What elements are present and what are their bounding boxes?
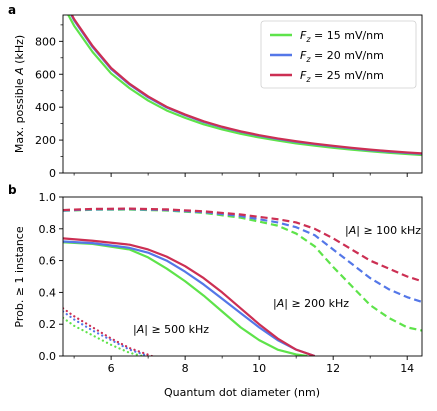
annotation-200khz: |A| ≥ 200 kHz — [273, 297, 349, 310]
b-y-tick-label: 0.6 — [39, 255, 57, 268]
annotation-500khz: |A| ≥ 500 kHz — [133, 323, 209, 336]
legend-label-20: Fz = 20 mV/nm — [300, 49, 384, 64]
b-series-line-500khz-15 — [63, 316, 144, 356]
a-x-ticks — [73, 173, 408, 177]
a-y-tick-label: 600 — [35, 68, 56, 81]
a-series-line-25 — [70, 15, 422, 155]
legend-label-15: Fz = 15 mV/nm — [300, 29, 384, 44]
a-series-line-15 — [67, 15, 422, 157]
b-y-tick-label: 0.4 — [39, 286, 57, 299]
b-plot-frame — [62, 196, 423, 357]
b-x-tick-label: 12 — [326, 362, 340, 375]
b-series-line-200khz-25 — [63, 237, 316, 356]
a-data-lines — [67, 15, 422, 157]
b-series-line-200khz-15 — [63, 241, 308, 356]
a-y-tick-label: 200 — [35, 134, 56, 147]
panel-b: b 6 8 10 12 14 0.0 0.2 0.4 0.6 0.8 1.0 Prob. ≥ 1 … — [8, 183, 423, 399]
b-series-line-100khz-20 — [63, 207, 422, 303]
b-y-tick-label: 0.0 — [39, 350, 57, 363]
b-series-line-500khz-25 — [63, 307, 153, 356]
b-x-axis-label: Quantum dot diameter (nm) — [164, 386, 320, 399]
b-x-tick-label: 10 — [252, 362, 266, 375]
b-series-line-500khz-20 — [63, 310, 150, 356]
b-x-tick-label: 6 — [108, 362, 115, 375]
a-y-ticks: 0 200 400 600 800 — [35, 24, 63, 180]
b-series-line-200khz-20 — [63, 240, 316, 356]
annotation-100khz: |A| ≥ 100 kHz — [345, 224, 421, 237]
a-y-axis-label: Max. possible A (kHz) — [13, 35, 26, 153]
a-y-tick-label: 800 — [35, 35, 56, 48]
legend-label-25: Fz = 25 mV/nm — [300, 69, 384, 84]
b-y-axis-label: Prob. ≥ 1 instance — [13, 226, 26, 327]
b-y-tick-label: 1.0 — [39, 191, 57, 204]
b-x-tick-label: 8 — [182, 362, 189, 375]
b-x-ticks: 6 8 10 12 14 — [73, 356, 414, 375]
b-x-tick-label: 14 — [400, 362, 414, 375]
panel-b-letter: b — [8, 183, 17, 197]
b-y-ticks: 0.0 0.2 0.4 0.6 0.8 1.0 — [39, 191, 63, 363]
a-y-tick-label: 400 — [35, 101, 56, 114]
panel-a: a 0 200 400 600 800 Max. possible A (kHz) Fz… — [8, 3, 423, 180]
a-plot-frame — [62, 14, 423, 174]
b-data-lines — [63, 207, 422, 356]
b-y-tick-label: 0.2 — [39, 318, 57, 331]
legend-box — [260, 20, 417, 89]
legend: Fz = 15 mV/nm Fz = 20 mV/nm Fz = 25 mV/n… — [260, 20, 417, 89]
panel-a-letter: a — [8, 3, 16, 17]
b-series-line-100khz-25 — [63, 207, 422, 283]
a-y-tick-label: 0 — [49, 167, 56, 180]
b-y-tick-label: 0.8 — [39, 223, 57, 236]
